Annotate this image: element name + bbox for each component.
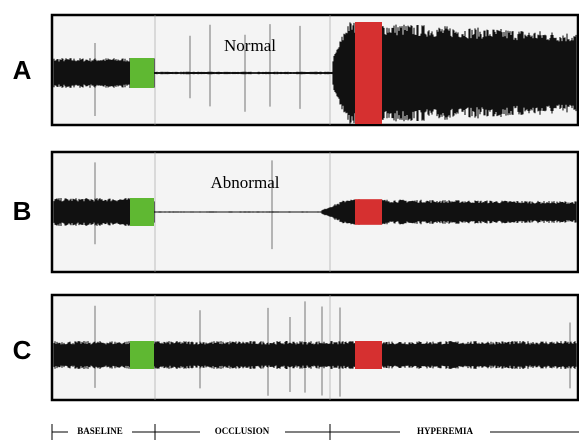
- baseline-marker: [130, 341, 154, 369]
- phase-label: HYPEREMIA: [417, 426, 474, 436]
- hyperemia-marker: [355, 22, 382, 124]
- timeline: [52, 424, 579, 440]
- baseline-marker: [130, 198, 154, 226]
- panel-label: A: [13, 55, 32, 85]
- hyperemia-marker: [355, 199, 382, 225]
- panel-label: B: [13, 196, 32, 226]
- figure: A B C BASELINE OCCLUSION HYPEREMIA Norma…: [0, 0, 579, 446]
- phase-label: OCCLUSION: [215, 426, 270, 436]
- phase-label: BASELINE: [77, 426, 123, 436]
- hyperemia-marker: [355, 341, 382, 369]
- annotation: Abnormal: [211, 173, 280, 192]
- annotation: Normal: [224, 36, 276, 55]
- panel-label: C: [13, 335, 32, 365]
- baseline-marker: [130, 58, 154, 88]
